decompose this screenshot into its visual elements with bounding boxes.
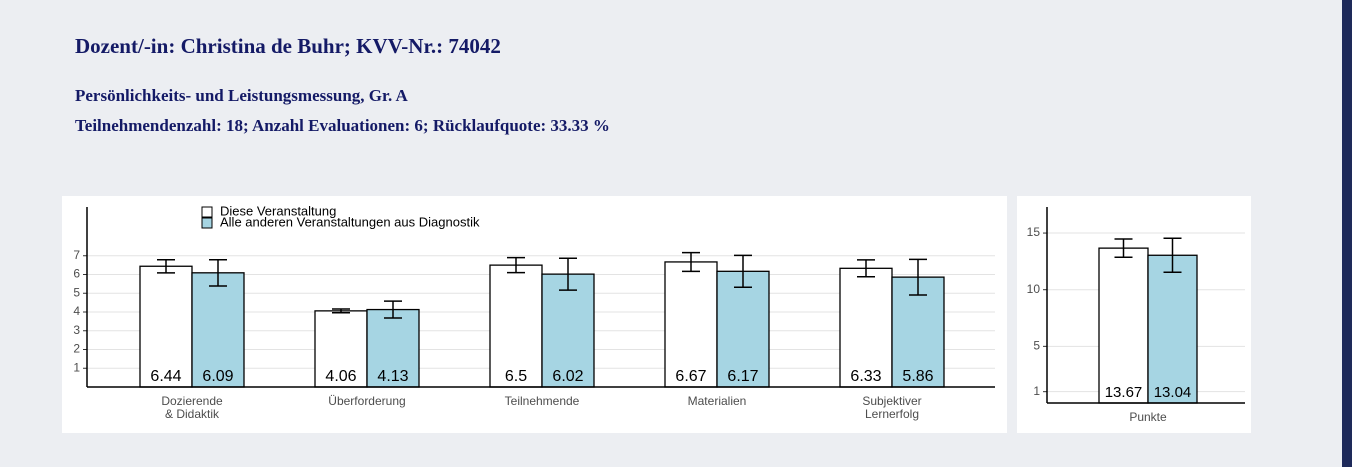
y-tick-label: 1 [1033, 384, 1040, 398]
legend-label: Alle anderen Veranstaltungen aus Diagnos… [220, 214, 480, 229]
bar [1147, 254, 1198, 404]
y-tick-label: 1 [73, 360, 80, 374]
bar [1098, 247, 1149, 404]
value-label: 4.06 [325, 368, 356, 385]
error-bar [384, 300, 402, 319]
bar [366, 308, 420, 388]
y-tick-label: 4 [73, 304, 80, 318]
y-tick-label: 5 [73, 285, 80, 299]
y-tick-label: 15 [1027, 225, 1041, 239]
error-bar [507, 256, 525, 274]
value-label: 13.67 [1105, 384, 1143, 401]
x-tick-label: Dozierende & Didaktik [161, 394, 223, 421]
x-tick-label: Überforderung [328, 394, 405, 408]
y-tick-label: 7 [73, 248, 80, 262]
value-label: 6.44 [150, 368, 181, 385]
error-bar [559, 257, 577, 291]
y-tick-label: 5 [1033, 339, 1040, 353]
y-tick-label: 2 [73, 342, 80, 356]
error-bar [157, 258, 175, 274]
value-label: 5.86 [902, 368, 933, 385]
legend-swatch [201, 217, 213, 229]
legend-swatch [201, 206, 213, 218]
error-bar [734, 254, 752, 288]
error-bar [1163, 237, 1182, 274]
error-bar [1114, 238, 1133, 258]
side-border [1342, 0, 1352, 467]
value-label: 6.33 [850, 368, 881, 385]
bar [191, 272, 245, 388]
bar [839, 267, 893, 388]
error-bar [682, 251, 700, 273]
value-label: 6.5 [505, 368, 527, 385]
x-tick-label: Teilnehmende [505, 394, 580, 408]
bar [139, 265, 193, 388]
x-tick-label: Subjektiver Lernerfolg [862, 394, 921, 421]
legend-label: Diese Veranstaltung [220, 203, 336, 218]
value-label: 13.04 [1154, 384, 1192, 401]
value-label: 6.17 [727, 368, 758, 385]
bar [716, 270, 770, 388]
error-bar [857, 259, 875, 278]
error-bar [332, 308, 350, 314]
x-tick-label: Materialien [688, 394, 747, 408]
error-bar [909, 258, 927, 296]
value-label: 4.13 [377, 368, 408, 385]
value-label: 6.02 [552, 368, 583, 385]
x-tick-label: Punkte [1129, 410, 1167, 424]
page-stats: Teilnehmendenzahl: 18; Anzahl Evaluation… [75, 116, 610, 135]
page-title: Dozent/-in: Christina de Buhr; KVV-Nr.: … [75, 34, 501, 58]
error-bar [209, 258, 227, 287]
y-tick-label: 3 [73, 323, 80, 337]
value-label: 6.09 [202, 368, 233, 385]
y-tick-label: 10 [1027, 282, 1041, 296]
y-tick-label: 6 [73, 267, 80, 281]
value-label: 6.67 [675, 368, 706, 385]
bar [314, 310, 368, 388]
page-subtitle: Persönlichkeits- und Leistungsmessung, G… [75, 86, 409, 105]
bar [664, 261, 718, 388]
